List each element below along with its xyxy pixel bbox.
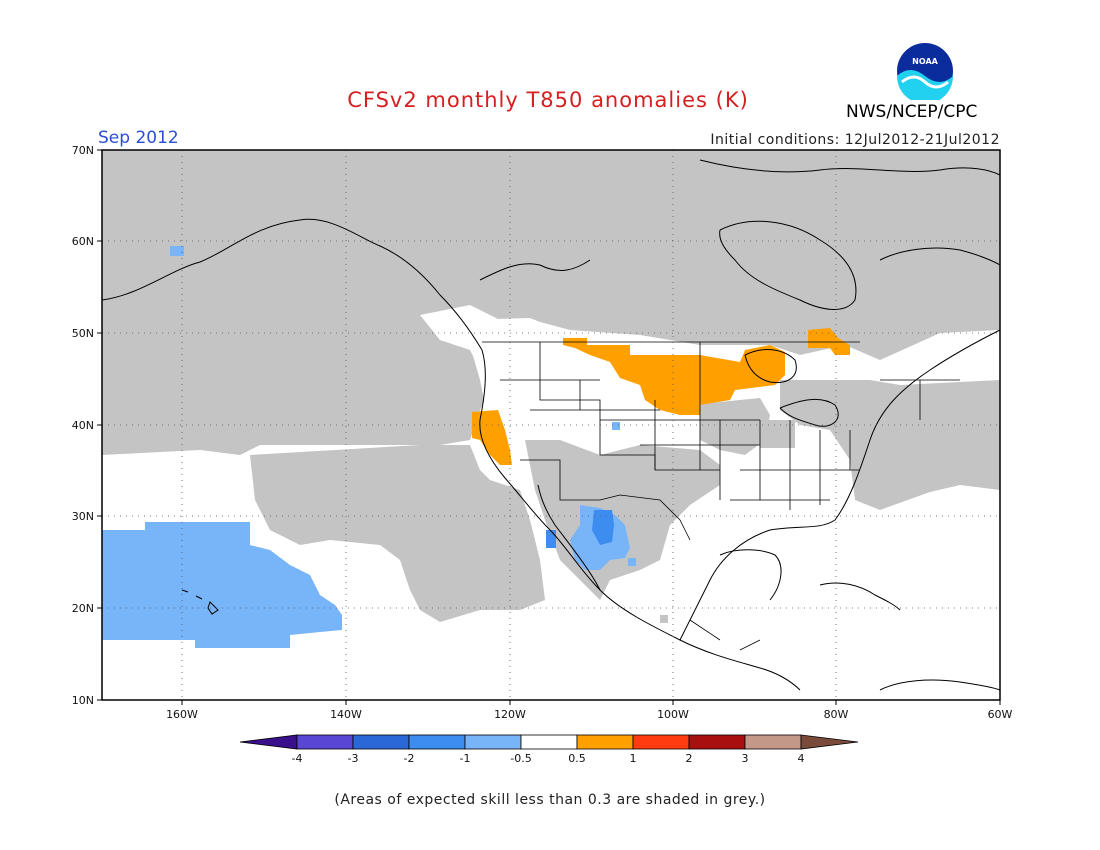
anomaly-map: 70N 60N 50N 40N 30N 20N 10N 160W 140W 12… <box>72 144 1013 765</box>
noaa-logo: NOAA <box>897 43 953 100</box>
forecast-month: Sep 2012 <box>98 128 179 148</box>
colorbar-bin-8 <box>688 734 746 750</box>
colorbar-label: 3 <box>742 752 749 765</box>
warm-anomaly-shading <box>472 328 850 465</box>
tick-marks <box>97 149 1001 705</box>
lon-label-100w: 100W <box>657 708 689 721</box>
colorbar-label: -2 <box>404 752 415 765</box>
lon-label-60w: 60W <box>988 708 1013 721</box>
lon-label-80w: 80W <box>824 708 849 721</box>
colorbar-label: 2 <box>686 752 693 765</box>
colorbar-label: -4 <box>292 752 303 765</box>
colorbar-bin-7 <box>632 734 690 750</box>
coastlines <box>101 159 1001 691</box>
lat-label-10n: 10N <box>72 694 94 707</box>
colorbar-bin-5 <box>520 734 578 750</box>
lat-label-50n: 50N <box>72 327 94 340</box>
colorbar-label: 4 <box>798 752 805 765</box>
lat-label-70n: 70N <box>72 144 94 157</box>
stronger-cool-anomaly <box>546 510 614 548</box>
colorbar-bin-9 <box>744 734 802 750</box>
colorbar-bin-2 <box>352 734 410 750</box>
lon-label-120w: 120W <box>494 708 526 721</box>
colorbar-bin-3 <box>408 734 466 750</box>
lon-label-160w: 160W <box>166 708 198 721</box>
colorbar <box>239 734 859 750</box>
lon-label-140w: 140W <box>330 708 362 721</box>
colorbar-bin-1 <box>296 734 354 750</box>
colorbar-right-arrow <box>800 734 859 750</box>
lat-label-40n: 40N <box>72 419 94 432</box>
colorbar-label: -1 <box>460 752 471 765</box>
colorbar-bin-6 <box>576 734 634 750</box>
chart-title: CFSv2 monthly T850 anomalies (K) <box>347 88 749 112</box>
initial-conditions: Initial conditions: 12Jul2012-21Jul2012 <box>710 132 1000 148</box>
agency-label: NWS/NCEP/CPC <box>846 102 978 122</box>
low-skill-grey-shading <box>102 150 1000 623</box>
colorbar-label: -0.5 <box>510 752 531 765</box>
political-boundaries <box>482 341 960 651</box>
footnote: (Areas of expected skill less than 0.3 a… <box>334 792 766 808</box>
lat-label-20n: 20N <box>72 602 94 615</box>
noaa-logo-text: NOAA <box>912 57 938 66</box>
colorbar-bin-4 <box>464 734 522 750</box>
colorbar-label: 0.5 <box>568 752 586 765</box>
colorbar-label: 1 <box>630 752 637 765</box>
lat-label-30n: 30N <box>72 510 94 523</box>
colorbar-left-arrow <box>239 734 298 750</box>
colorbar-label: -3 <box>348 752 359 765</box>
lat-label-60n: 60N <box>72 235 94 248</box>
